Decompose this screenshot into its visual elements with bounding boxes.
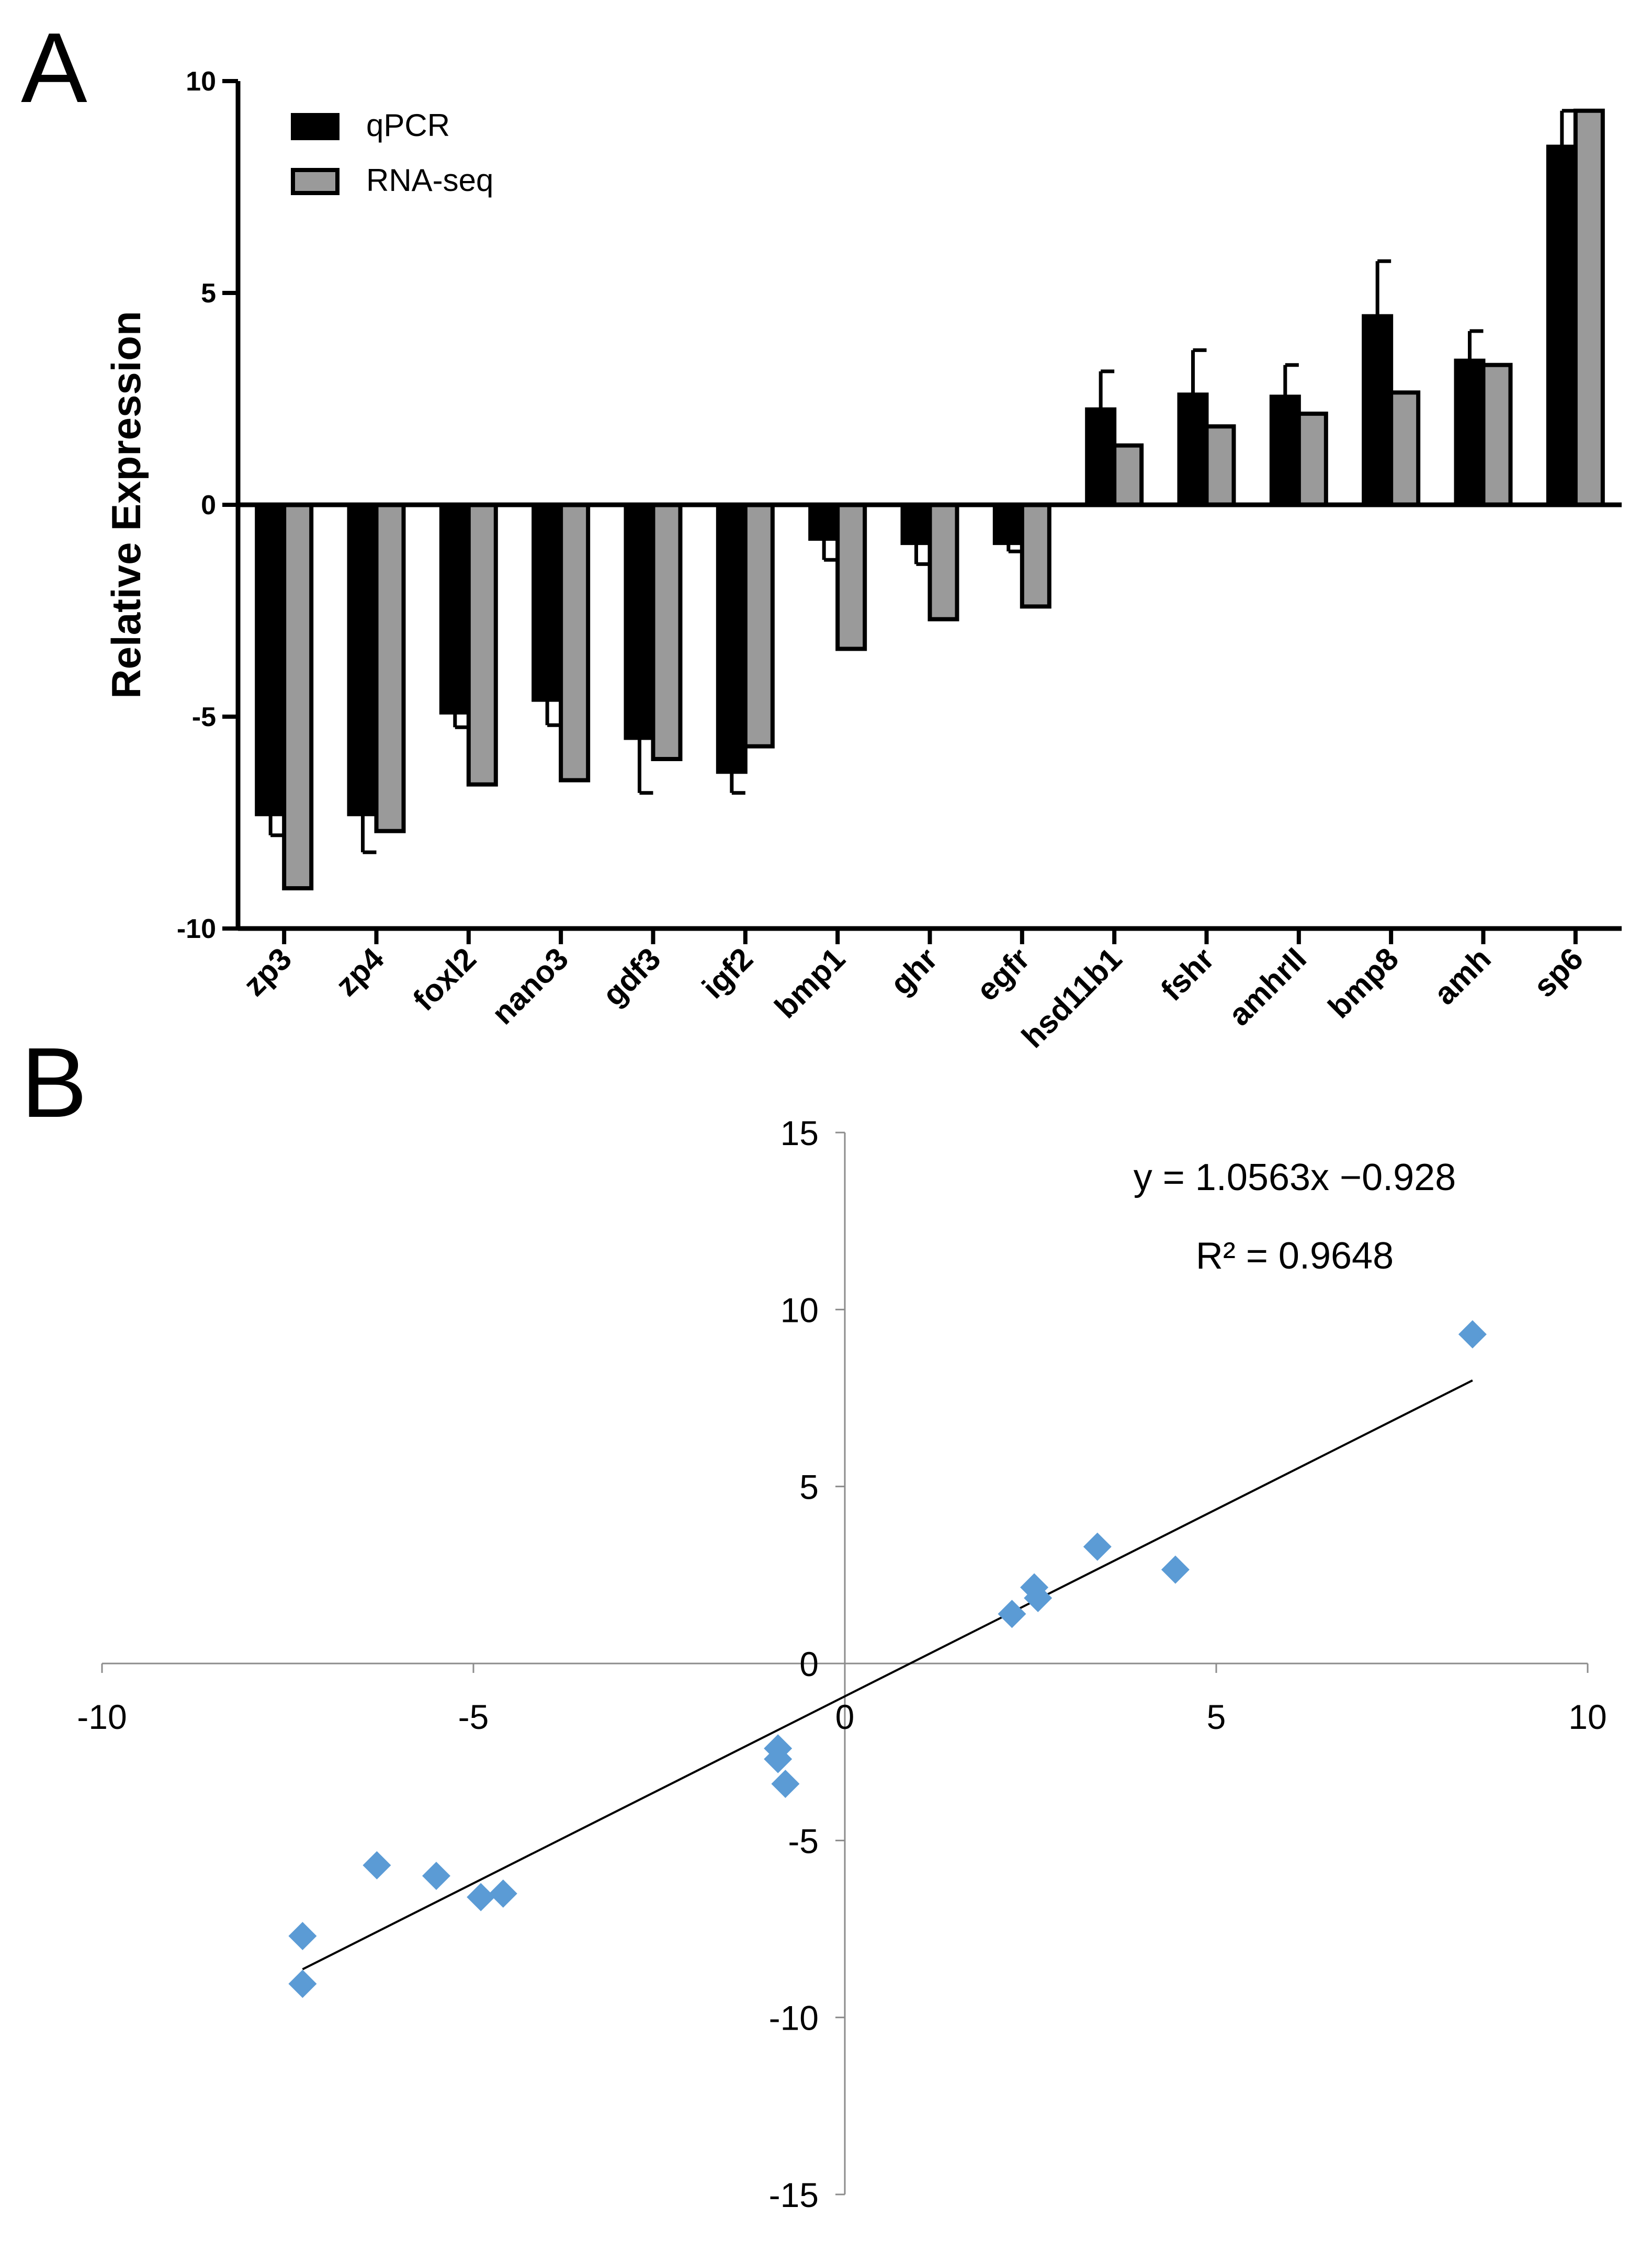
bar-qpcr-hsd11b1 bbox=[1085, 407, 1117, 507]
bar-qpcr-foxl2 bbox=[439, 503, 471, 715]
x-tick-label: 10 bbox=[1568, 1697, 1606, 1736]
category-label-egfr: egfr bbox=[969, 941, 1036, 1008]
y-tick-label: -15 bbox=[769, 2176, 819, 2214]
legend-label: qPCR bbox=[366, 108, 450, 143]
bar-qpcr-zp4 bbox=[347, 503, 379, 817]
bar-rna-seq-bmp8 bbox=[1389, 390, 1421, 507]
category-label-igf2: igf2 bbox=[695, 941, 760, 1005]
trendline bbox=[302, 1379, 1473, 1971]
bar-qpcr-fshr bbox=[1177, 392, 1209, 507]
y-tick-label: 5 bbox=[201, 278, 216, 309]
data-point bbox=[288, 1970, 317, 1998]
category-label-foxl2: foxl2 bbox=[406, 941, 483, 1017]
category-label-bmp1: bmp1 bbox=[768, 941, 852, 1025]
category-label-hsd11b1: hsd11b1 bbox=[1015, 941, 1128, 1055]
x-tick-label: -5 bbox=[458, 1697, 489, 1736]
category-label-zp4: zp4 bbox=[329, 941, 391, 1003]
bar-rna-seq-amh bbox=[1481, 363, 1513, 507]
category-label-zp3: zp3 bbox=[236, 941, 298, 1003]
trendline-equation: y = 1.0563x −0.928 bbox=[1134, 1157, 1456, 1198]
x-tick-label: 5 bbox=[1207, 1697, 1226, 1736]
bar-qpcr-amh bbox=[1454, 358, 1486, 507]
legend-swatch-rna-seq bbox=[291, 168, 340, 195]
bar-qpcr-igf2 bbox=[716, 503, 748, 774]
data-point bbox=[998, 1600, 1026, 1628]
bar-qpcr-zp3 bbox=[255, 503, 287, 817]
bar-rna-seq-sp6 bbox=[1573, 108, 1605, 507]
bar-rna-seq-hsd11b1 bbox=[1112, 443, 1144, 507]
x-tick-label: -10 bbox=[77, 1697, 127, 1736]
bar-rna-seq-gdf3 bbox=[651, 503, 683, 761]
y-tick-label: 15 bbox=[780, 1114, 819, 1152]
panel-b-letter: B bbox=[21, 1027, 87, 1138]
category-label-sp6: sp6 bbox=[1527, 941, 1590, 1004]
data-point bbox=[422, 1862, 450, 1890]
data-point bbox=[1161, 1555, 1190, 1584]
bar-rna-seq-ghr bbox=[927, 503, 959, 621]
data-point bbox=[467, 1883, 495, 1911]
legend-label: RNA-seq bbox=[366, 163, 493, 198]
bar-rna-seq-zp3 bbox=[282, 503, 314, 891]
y-tick-label: 5 bbox=[799, 1468, 819, 1507]
bar-qpcr-nano3 bbox=[531, 503, 563, 702]
category-label-ghr: ghr bbox=[884, 941, 944, 1002]
data-point bbox=[489, 1879, 517, 1908]
y-tick-label: -5 bbox=[192, 702, 216, 732]
bar-qpcr-ghr bbox=[900, 503, 932, 545]
y-axis-title: Relative Expression bbox=[103, 311, 149, 698]
y-tick-label: 0 bbox=[201, 490, 216, 520]
bar-qpcr-gdf3 bbox=[624, 503, 655, 740]
bar-rna-seq-egfr bbox=[1020, 503, 1051, 609]
category-label-fshr: fshr bbox=[1154, 941, 1221, 1008]
y-tick-label: -10 bbox=[769, 1999, 819, 2038]
category-label-amhrII: amhrII bbox=[1221, 941, 1313, 1033]
bar-chart: 10 5 0 -5 -10 zp3 zp4 foxl2 nano3 gdf3 igf2 bmp1 ghr… bbox=[103, 66, 1622, 1055]
panel-a-letter: A bbox=[21, 13, 87, 123]
legend-swatch-qpcr bbox=[291, 113, 340, 140]
bar-qpcr-bmp8 bbox=[1362, 314, 1394, 507]
bar-rna-seq-amhrII bbox=[1296, 411, 1328, 507]
r-squared-label: R² = 0.9648 bbox=[1196, 1235, 1394, 1277]
y-tick-label: -10 bbox=[177, 914, 216, 944]
bar-rna-seq-bmp1 bbox=[835, 503, 867, 651]
category-label-gdf3: gdf3 bbox=[596, 941, 667, 1013]
bar-rna-seq-zp4 bbox=[374, 503, 406, 833]
bar-qpcr-bmp1 bbox=[808, 503, 840, 541]
category-label-bmp8: bmp8 bbox=[1321, 941, 1406, 1025]
scatter-chart: 15 10 5 0 -5 -10 -15 -10 -5 0 5 10 y = 1.0563x −0.92… bbox=[77, 1114, 1606, 2214]
category-label-nano3: nano3 bbox=[485, 941, 575, 1031]
bar-rna-seq-igf2 bbox=[743, 503, 775, 749]
data-point bbox=[1020, 1573, 1049, 1602]
data-point bbox=[764, 1734, 793, 1763]
data-point bbox=[288, 1922, 317, 1951]
y-tick-label: 10 bbox=[186, 66, 216, 97]
bar-rna-seq-nano3 bbox=[559, 503, 591, 783]
y-tick-label: 10 bbox=[780, 1291, 819, 1329]
x-tick-label: 0 bbox=[835, 1697, 855, 1736]
bar-rna-seq-fshr bbox=[1204, 424, 1236, 507]
bar-rna-seq-foxl2 bbox=[466, 503, 498, 787]
y-tick-label: 0 bbox=[799, 1645, 819, 1683]
bar-qpcr-amhrII bbox=[1269, 394, 1301, 507]
y-tick-label: -5 bbox=[788, 1821, 819, 1860]
data-point bbox=[363, 1851, 391, 1880]
bar-qpcr-sp6 bbox=[1546, 144, 1578, 507]
category-label-amh: amh bbox=[1427, 941, 1498, 1012]
bar-qpcr-egfr bbox=[992, 503, 1024, 545]
data-point bbox=[1458, 1320, 1487, 1349]
data-point bbox=[771, 1770, 800, 1798]
data-point bbox=[1083, 1532, 1112, 1561]
